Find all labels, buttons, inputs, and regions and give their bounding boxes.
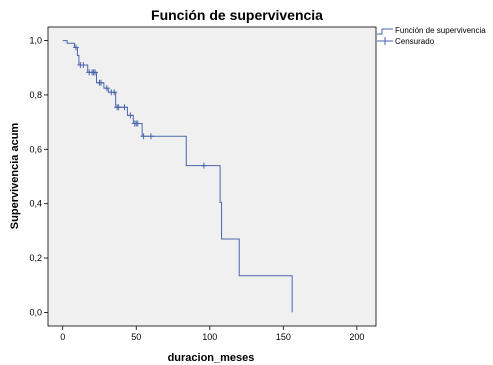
x-tick-label: 50 xyxy=(131,332,141,342)
y-tick-label: 0,4 xyxy=(29,199,42,209)
censored-marker xyxy=(134,120,141,127)
legend: Función de supervivencia Censurado xyxy=(377,26,486,46)
censored-marker xyxy=(92,69,99,76)
censored-marker xyxy=(200,162,207,169)
censored-marker xyxy=(97,79,104,86)
legend-censored-label: Censurado xyxy=(395,37,435,46)
y-axis-label: Supervivencia acum xyxy=(9,123,21,230)
x-tick-label: 100 xyxy=(202,332,217,342)
legend-censored-symbol xyxy=(377,37,393,45)
censored-marker xyxy=(103,85,110,92)
legend-survival-function-label: Función de supervivencia xyxy=(395,26,486,35)
y-tick-label: 0,8 xyxy=(29,90,42,100)
y-axis: 0,0 0,2 0,4 0,6 0,8 1,0 xyxy=(29,36,48,317)
y-tick-label: 0,6 xyxy=(29,144,42,154)
chart-title: Función de supervivencia xyxy=(151,7,323,23)
x-tick-label: 0 xyxy=(60,332,65,342)
censored-marker xyxy=(111,89,118,96)
censored-marker xyxy=(80,62,87,69)
x-axis-label: duracion_meses xyxy=(168,352,255,364)
censored-marker xyxy=(72,44,79,51)
legend-survival-function-symbol xyxy=(377,28,393,35)
x-tick-label: 200 xyxy=(349,332,364,342)
series-layer xyxy=(62,40,293,313)
censored-marker xyxy=(147,133,154,140)
censored-marker xyxy=(140,133,147,140)
censored-marker xyxy=(121,104,128,111)
plot-area xyxy=(47,26,377,327)
censored-marker xyxy=(115,104,122,111)
y-tick-label: 0,2 xyxy=(29,253,42,263)
x-tick-label: 150 xyxy=(276,332,291,342)
x-axis: 0 50 100 150 200 xyxy=(60,326,364,342)
y-tick-label: 1,0 xyxy=(29,36,42,46)
censored-marker xyxy=(127,112,134,119)
y-tick-label: 0,0 xyxy=(29,307,42,317)
